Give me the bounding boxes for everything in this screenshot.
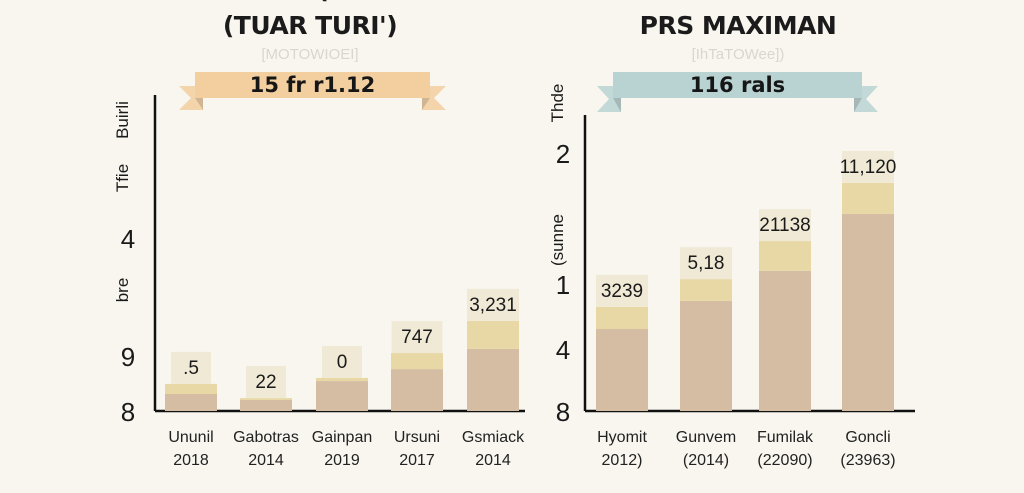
banner-text: 15 fr r1.12 [250, 73, 376, 97]
banner-fold-right [422, 98, 430, 110]
bar-top [467, 320, 519, 349]
value-label-box [680, 247, 732, 280]
banner [195, 72, 430, 98]
category-label: Gabotras [233, 429, 299, 446]
category-label: Ununil [168, 429, 213, 446]
y-axis-label: Buirli [113, 101, 132, 139]
value-label-box [596, 274, 648, 307]
banner-fold-right [854, 98, 862, 112]
y-axis-label: (sunne [548, 214, 567, 266]
bar-top [240, 398, 292, 400]
chart-subtitle: [IhTaTOWee]) [692, 46, 785, 63]
bar-top [680, 279, 732, 301]
value-label-box [467, 288, 519, 321]
bar-top [596, 306, 648, 329]
value-label: 747 [401, 327, 433, 348]
category-year: 2019 [324, 452, 360, 469]
category-year: (2014) [683, 452, 729, 469]
value-label: 0 [337, 352, 348, 373]
value-label: 3,231 [469, 295, 517, 316]
bar-base [596, 328, 648, 411]
y-tick-label: 8 [121, 397, 135, 427]
bar-base [842, 213, 894, 411]
banner [613, 72, 862, 98]
chart-title-line-2: (TUAR TURI') [223, 11, 397, 40]
category-label: Goncli [845, 429, 890, 446]
category-label: Ursuni [394, 429, 440, 446]
category-label: Fumilak [757, 429, 814, 446]
chart-title-line-1: URL VERGI [665, 0, 810, 4]
value-label-box [322, 345, 362, 378]
category-year: 2012) [602, 452, 643, 469]
banner-fold-left [195, 98, 203, 110]
category-year: (23963) [840, 452, 895, 469]
category-label: Gsmiack [462, 429, 525, 446]
bar-top [759, 241, 811, 271]
chart-2: URL VERGI PRS MAXIMAN [IhTaTOWee]) 116 rals… [548, 0, 915, 469]
chart-subtitle: [MOTOWIOEI] [261, 46, 358, 63]
y-axis-label: Thde [548, 84, 567, 123]
y-axis-label: Tfie [113, 164, 132, 192]
bar-base [165, 393, 217, 411]
category-year: (22090) [757, 452, 812, 469]
value-label: .5 [183, 358, 199, 379]
y-tick-label: 9 [121, 342, 135, 372]
value-label: 3239 [601, 281, 643, 302]
value-label: 11,120 [840, 157, 897, 178]
y-tick-label: 4 [556, 335, 570, 365]
banner-fold-left [613, 98, 621, 112]
category-label: Hyomit [597, 429, 647, 446]
value-label-box [759, 209, 811, 242]
category-label: Gainpan [312, 429, 373, 446]
category-year: 2018 [173, 452, 209, 469]
bar-base [240, 399, 292, 411]
value-label: 5,18 [688, 253, 725, 274]
category-year: 2014 [475, 452, 511, 469]
bar-top [842, 182, 894, 214]
chart-title-line-2: PRS MAXIMAN [640, 11, 837, 40]
bar-top [165, 383, 217, 394]
bar-base [316, 381, 368, 411]
category-year: 2017 [399, 452, 435, 469]
value-label: 21138 [759, 215, 810, 236]
bar-base [680, 300, 732, 411]
y-axis-label: bre [113, 278, 132, 303]
y-tick-label: 4 [121, 224, 135, 254]
y-tick-label: 2 [556, 139, 570, 169]
chart-1: VENCHOUS (TAISTURU (TUAR TURI') [MOTOWIOEI… [113, 0, 525, 469]
value-label-box [246, 366, 286, 399]
bar-base [391, 369, 443, 411]
bar-top [391, 353, 443, 370]
value-label-box [171, 351, 211, 384]
bar-base [759, 270, 811, 411]
y-tick-label: 8 [556, 397, 570, 427]
category-label: Gunvem [676, 429, 736, 446]
value-label-box [391, 321, 443, 354]
bar-base [467, 348, 519, 411]
value-label-box [842, 150, 894, 183]
value-label: 22 [255, 372, 276, 393]
chart-title-line-1: VENCHOUS (TAISTURU [157, 0, 463, 4]
banner-text: 116 rals [690, 73, 785, 97]
category-year: 2014 [248, 452, 284, 469]
y-tick-label: 1 [556, 270, 570, 300]
bar-top [316, 377, 368, 382]
